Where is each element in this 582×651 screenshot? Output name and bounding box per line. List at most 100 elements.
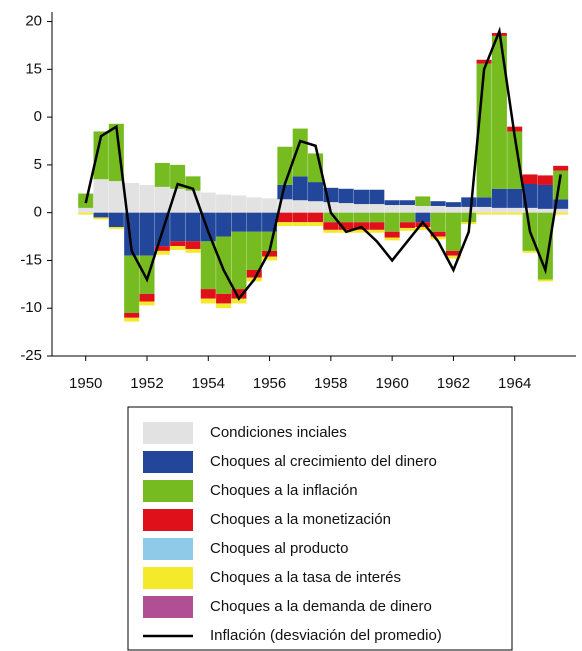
bar-segment [262,256,278,261]
x-tick-label: 1956 [253,375,286,392]
bar-segment [185,248,201,253]
bar-segment [507,188,523,208]
bar-segment [353,212,370,223]
bar-segment [292,222,308,227]
bar-segment [231,289,247,299]
bar-segment [216,212,232,237]
bar-segment [369,229,385,233]
bar-segment [461,197,477,207]
bar-segment [246,231,262,270]
bar-segment [108,227,124,229]
bar-segment [445,212,461,251]
bar-segment [308,222,324,227]
y-tick-label: -10 [20,299,42,316]
bar-segment [200,289,216,299]
x-tick-label: 1960 [375,375,408,392]
bar-segment [124,317,140,322]
bar-segment [430,205,446,213]
y-tick-label: 20 [25,13,42,30]
bar-segment [323,212,339,223]
bar-segment [553,199,569,209]
bar-segment [491,35,507,189]
bar-segment [216,303,232,309]
bar-segment [476,59,492,64]
y-tick-label: 0 [34,204,42,221]
bar-segment [384,231,400,238]
bar-segment [399,212,415,223]
bar-segment [399,227,415,231]
bar-segment [415,222,431,227]
bar-segment [491,207,507,213]
bar-segment [323,222,339,230]
bar-segment [369,204,385,213]
bar-segment [445,206,461,213]
bar-segment [246,270,262,278]
bar-segment [308,201,324,213]
y-tick-label: -15 [20,251,42,268]
bar-segment [323,229,339,233]
bar-segment [507,131,523,189]
legend-label: Choques a la monetización [210,511,391,528]
bar-segment [139,301,155,306]
bar-segment [537,279,553,282]
bar-segment [384,237,400,241]
bar-segment [124,255,140,313]
bar-segment [415,196,431,206]
bar-segment [124,183,140,213]
bar-segment [139,293,155,302]
bar-segment [308,212,324,223]
legend-swatch [143,596,193,618]
legend-label: Choques al producto [210,540,348,557]
bar-segment [338,222,354,230]
y-tick-label: 0 [34,108,42,125]
bar-segment [399,222,415,228]
bar-segment [170,164,186,189]
legend-swatch [143,480,193,502]
bar-segment [93,131,109,180]
bar-segment [108,212,124,227]
bar-segment [537,184,553,209]
x-tick-label: 1964 [498,375,531,392]
legend-label: Choques a la demanda de dinero [210,598,432,615]
bar-segment [338,212,354,223]
bar-segment [491,188,507,208]
bar-segment [445,255,461,259]
bar-segment [262,212,278,232]
bar-segment [170,212,186,242]
legend-swatch [143,567,193,589]
bar-segment [553,212,569,215]
bar-segment [522,207,538,213]
bar-segment [338,188,354,204]
legend-swatch [143,509,193,531]
bar-segment [430,231,446,237]
x-tick-label: 1962 [437,375,470,392]
legend-swatch [143,538,193,560]
bar-segment [124,313,140,318]
bar-segment [537,208,553,213]
bar-segment [491,212,507,215]
bar-segment [553,165,569,171]
bar-segment [200,192,216,213]
bar-segment [415,227,431,230]
x-tick-label: 1952 [130,375,163,392]
bar-segment [93,179,109,213]
bar-segment [78,207,94,213]
bar-segment [292,176,308,201]
bar-segment [415,205,431,213]
bar-segment [277,212,293,223]
inflation-line [84,26,562,301]
bar-segment [445,202,461,207]
bar-segment [369,189,385,205]
bar-segment [170,246,186,250]
y-tick-label: 5 [34,156,42,173]
bar-segment [216,194,232,213]
bar-segment [231,212,247,232]
bar-segment [507,212,523,215]
bar-segment [338,203,354,213]
bar-segment [108,181,124,213]
bar-segment [399,200,415,206]
bar-segment [430,212,446,232]
x-tick-label: 1958 [314,375,347,392]
bar-segment [292,128,308,177]
bar-segment [445,250,461,256]
